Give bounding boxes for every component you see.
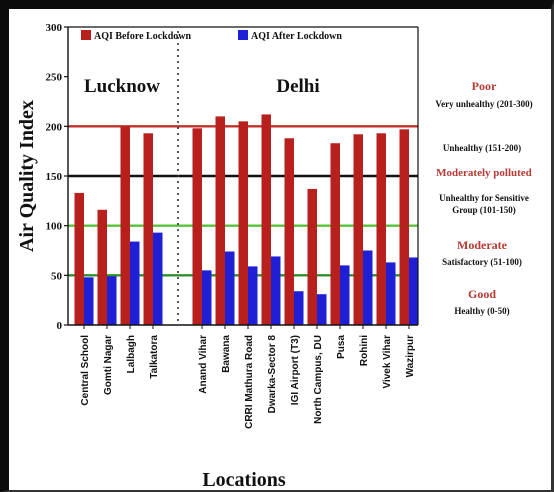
bar-before-2 [120, 126, 130, 325]
annotation-sensitive-desc: Unhealthy for Sensitive Group (101-150) [439, 193, 529, 215]
bar-after-7 [271, 256, 281, 325]
bar-after-2 [130, 241, 140, 325]
aqi-category-annotations: Poor Very unhealthy (201-300) Unhealthy … [435, 79, 532, 316]
x-tick-label: North Campus, DU [313, 335, 324, 424]
bar-before-3 [143, 133, 153, 325]
bar-before-11 [353, 134, 363, 325]
y-tick-label: 0 [57, 320, 63, 332]
legend: AQI Before Lockdown AQI After Lockdown [81, 30, 342, 42]
x-axis-label: Locations [202, 469, 286, 491]
x-tick-label: Rohini [359, 335, 370, 366]
annotation-sensitive-desc-line2: Group (101-150) [452, 205, 516, 215]
y-tick-label: 300 [46, 22, 63, 34]
bar-after-1 [107, 276, 117, 325]
x-tick-label: Lalbagh [126, 335, 137, 373]
annotation-moderate-desc: Satisfactory (51-100) [442, 257, 522, 267]
bar-before-4 [192, 128, 202, 325]
legend-swatch-after [238, 30, 248, 40]
annotation-good-desc: Healthy (0-50) [454, 306, 509, 316]
x-tick-label: CRRI Mathura Road [244, 335, 255, 429]
bar-before-8 [284, 138, 294, 325]
x-tick-label: Central School [80, 335, 91, 406]
annotation-poor-desc: Very unhealthy (201-300) [435, 99, 532, 109]
bar-before-1 [97, 209, 107, 325]
bar-after-4 [202, 270, 212, 325]
annotation-moderately-polluted-title: Moderately polluted [436, 167, 532, 179]
x-tick-label: Talkatora [149, 335, 160, 379]
annotation-sensitive-desc-line1: Unhealthy for Sensitive [439, 193, 529, 203]
y-tick-label: 100 [46, 221, 63, 233]
legend-swatch-before [81, 30, 91, 40]
bar-before-0 [74, 192, 84, 325]
bar-after-11 [363, 250, 373, 325]
bar-before-12 [376, 133, 386, 325]
x-tick-label: Pusa [336, 335, 347, 359]
x-tick-label: Vivek Vihar [382, 335, 393, 389]
group-label-lucknow: Lucknow [84, 76, 160, 97]
bar-before-13 [399, 129, 409, 325]
bar-after-5 [225, 251, 235, 325]
x-tick-label: Wazirpur [405, 335, 416, 378]
y-tick-label: 250 [46, 72, 63, 84]
x-tick-label: Anand Vihar [198, 335, 209, 394]
x-tick-label: IGI Airport (T3) [290, 335, 301, 405]
bar-before-7 [261, 114, 271, 325]
bar-after-8 [294, 291, 304, 325]
legend-label-after: AQI After Lockdown [251, 31, 342, 42]
x-tick-label: Gomti Nagar [103, 335, 114, 395]
y-tick-label: 200 [46, 121, 63, 133]
bar-before-5 [215, 116, 225, 326]
bar-after-6 [248, 266, 258, 325]
axes [64, 26, 419, 329]
bar-after-10 [340, 265, 350, 325]
annotation-poor-title: Poor [472, 79, 497, 93]
y-axis-label: Air Quality Index [16, 100, 38, 252]
bar-after-12 [386, 262, 396, 325]
x-tick-labels: Central School Gomti Nagar Lalbagh Talkator… [80, 335, 416, 429]
bar-before-10 [330, 143, 340, 325]
bar-after-9 [317, 294, 327, 325]
annotation-good-title: Good [468, 287, 496, 301]
bar-before-6 [238, 121, 248, 325]
x-tick-label: Dwarka-Sector 8 [267, 335, 278, 414]
y-tick-label: 50 [51, 270, 63, 282]
y-tick-label: 150 [46, 171, 63, 183]
y-tick-labels: 0 50 100 150 200 250 300 [46, 22, 63, 332]
annotation-moderate-title: Moderate [457, 238, 508, 252]
group-label-delhi: Delhi [276, 76, 319, 97]
bar-before-9 [307, 188, 317, 325]
bar-after-0 [84, 277, 94, 325]
bar-after-13 [409, 257, 419, 325]
legend-label-before: AQI Before Lockdown [94, 31, 191, 42]
x-tick-label: Bawana [221, 335, 232, 373]
bar-after-3 [153, 232, 163, 325]
bars [74, 114, 419, 326]
annotation-unhealthy-desc: Unhealthy (151-200) [443, 143, 521, 153]
